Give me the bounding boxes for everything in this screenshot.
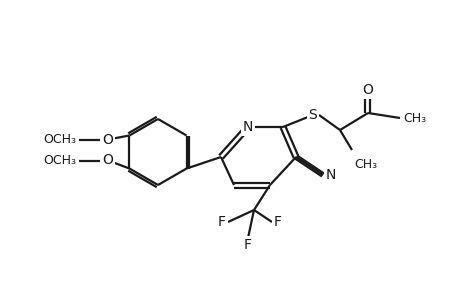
Text: CH₃: CH₃ — [402, 112, 425, 124]
Text: CH₃: CH₃ — [353, 158, 376, 171]
Text: F: F — [243, 238, 252, 252]
Text: OCH₃: OCH₃ — [43, 154, 76, 167]
Text: F: F — [274, 215, 281, 229]
Text: O: O — [102, 154, 112, 167]
Text: N: N — [325, 168, 336, 182]
Text: F: F — [218, 215, 225, 229]
Text: O: O — [362, 83, 373, 97]
Text: S: S — [308, 108, 317, 122]
Text: N: N — [242, 120, 252, 134]
Text: O: O — [102, 133, 112, 146]
Text: OCH₃: OCH₃ — [43, 133, 76, 146]
